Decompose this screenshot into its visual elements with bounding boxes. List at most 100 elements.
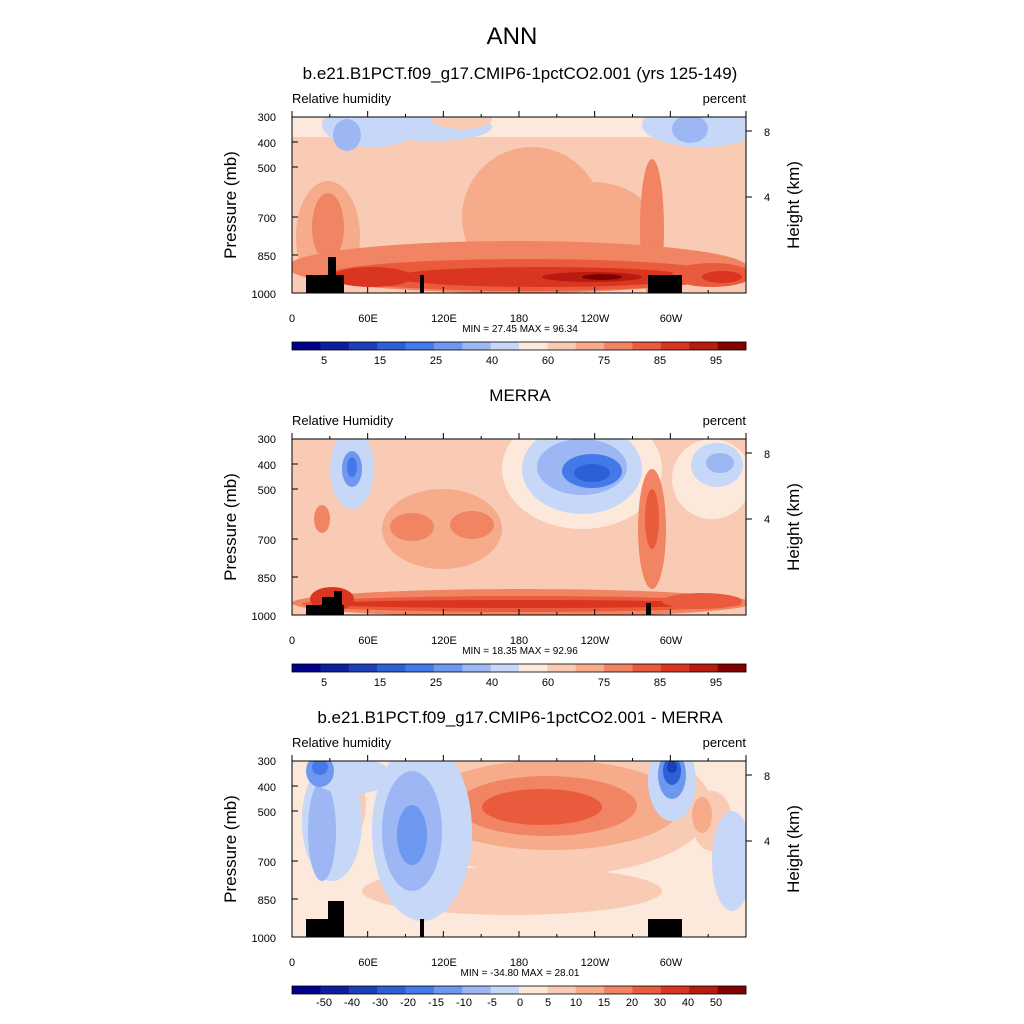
topography (646, 603, 651, 615)
colorbar-label: -20 (400, 997, 416, 1009)
contour-plot-area (291, 111, 752, 294)
x-tick-label: 120W (581, 313, 610, 325)
colorbar-label: 40 (486, 677, 498, 689)
colorbar-label: 85 (654, 355, 666, 367)
y-tick-label: 1000 (252, 611, 276, 623)
colorbar-box (632, 342, 662, 350)
x-tick-label: 120E (431, 313, 457, 325)
y-tick-label: 1000 (252, 933, 276, 945)
colorbar-box (632, 664, 662, 672)
panel-left-label: Relative humidity (292, 91, 391, 106)
y-axis-label: Pressure (mb) (221, 473, 240, 581)
colorbar-label: -5 (487, 997, 497, 1009)
colorbar-box (292, 342, 321, 350)
y-axis-label: Pressure (mb) (221, 151, 240, 259)
colorbar-label: 15 (374, 677, 386, 689)
colorbar-label: 75 (598, 677, 610, 689)
colorbar-box (689, 664, 718, 672)
contour-region (308, 781, 336, 881)
colorbar-label: 60 (542, 355, 554, 367)
colorbar-box (689, 342, 718, 350)
y-tick-label: 850 (258, 895, 276, 907)
colorbar-label: -10 (456, 997, 472, 1009)
colorbar-box (348, 664, 378, 672)
contour-fill (292, 439, 746, 615)
colorbar-label: 15 (598, 997, 610, 1009)
y-tick-label: 700 (258, 535, 276, 547)
panel-left-label: Relative humidity (292, 735, 391, 750)
y-tick-label: 300 (258, 112, 276, 124)
colorbar-box (292, 664, 321, 672)
x-tick-label: 180 (510, 957, 528, 969)
contour-region (432, 117, 492, 129)
x-tick-label: 180 (510, 635, 528, 647)
colorbar-box (405, 664, 435, 672)
contour-region (312, 761, 328, 775)
contour-region (645, 489, 659, 549)
colorbar-label: -40 (344, 997, 360, 1009)
colorbar-box (717, 664, 747, 672)
colorbar-box (575, 342, 605, 350)
colorbar-box (604, 342, 633, 350)
contour-region (582, 274, 622, 280)
colorbar-box (660, 664, 690, 672)
colorbar-box (348, 342, 378, 350)
contour-region (706, 453, 734, 473)
y-tick-label: 400 (258, 782, 276, 794)
colorbar-label: 95 (710, 677, 722, 689)
x-tick-label: 120E (431, 957, 457, 969)
colorbar-box (689, 986, 718, 994)
figure-title: ANN (487, 23, 538, 50)
colorbar-box (462, 664, 491, 672)
colorbar-label: 40 (486, 355, 498, 367)
contour-plot-area (291, 755, 752, 938)
contour-region (667, 761, 677, 773)
colorbar-label: 15 (374, 355, 386, 367)
colorbar-label: 30 (654, 997, 666, 1009)
contour-region (702, 271, 742, 283)
contour-region (347, 457, 357, 477)
x-tick-label: 180 (510, 313, 528, 325)
x-tick-label: 120E (431, 635, 457, 647)
colorbar-label: 85 (654, 677, 666, 689)
y-tick-label: 400 (258, 460, 276, 472)
colorbar-frame (291, 341, 747, 351)
colorbar-box (604, 664, 633, 672)
topography (306, 605, 344, 615)
panel-2: MERRA Relative Humidity percent 300 400 … (221, 386, 803, 689)
contour-region (574, 464, 610, 482)
colorbar-box (519, 342, 548, 350)
min-max-stats: MIN = -34.80 MAX = 28.01 (461, 968, 580, 979)
colorbar-box (632, 986, 662, 994)
colorbar-box (490, 664, 520, 672)
colorbar-box (320, 664, 350, 672)
colorbar-box (377, 664, 406, 672)
colorbar-box (292, 986, 321, 994)
colorbar-box (433, 664, 463, 672)
colorbar-label: 0 (517, 997, 523, 1009)
colorbar-box (717, 342, 747, 350)
y-tick-label: 850 (258, 251, 276, 263)
contour-fill (292, 761, 746, 937)
x-tick-label: 60E (358, 635, 378, 647)
colorbar (291, 985, 747, 995)
y-tick-label: 300 (258, 756, 276, 768)
colorbar-label: 10 (570, 997, 582, 1009)
colorbar-box (462, 342, 491, 350)
colorbar-box (660, 986, 690, 994)
colorbar-box (405, 986, 435, 994)
colorbar-box (320, 342, 350, 350)
y-tick-label: 850 (258, 573, 276, 585)
colorbar-box (575, 664, 605, 672)
topography (648, 275, 682, 293)
y-tick-label: 300 (258, 434, 276, 446)
x-tick-label: 60E (358, 957, 378, 969)
y-right-tick-label: 4 (764, 836, 770, 848)
contour-region (672, 117, 708, 143)
panel-right-label: percent (703, 91, 747, 106)
y-axis-label: Pressure (mb) (221, 795, 240, 903)
topography (328, 901, 344, 919)
colorbar-box (604, 986, 633, 994)
colorbar-box (490, 986, 520, 994)
